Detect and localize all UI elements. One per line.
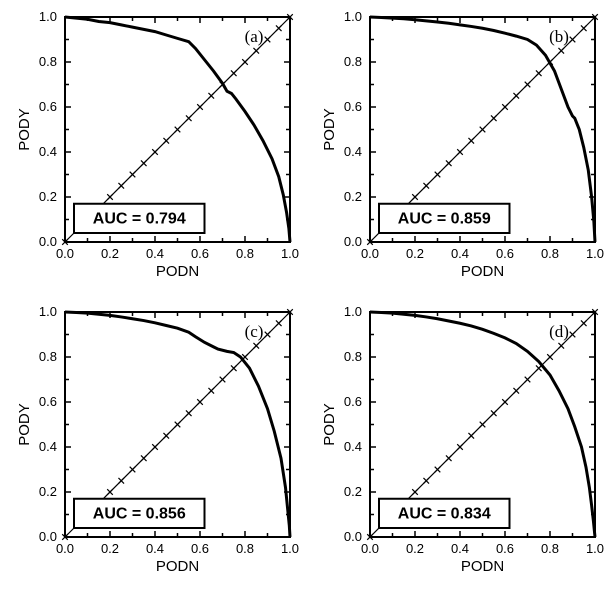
y-tick-label: 0.2 — [39, 484, 57, 499]
y-tick-label: 0.8 — [344, 54, 362, 69]
y-tick-label: 0.6 — [39, 394, 57, 409]
y-tick-label: 0.8 — [39, 54, 57, 69]
x-tick-label: 1.0 — [586, 246, 604, 261]
x-tick-label: 0.4 — [451, 541, 469, 556]
x-tick-label: 1.0 — [281, 246, 299, 261]
y-tick-label: 0.0 — [39, 529, 57, 544]
x-tick-label: 0.6 — [191, 246, 209, 261]
y-tick-label: 1.0 — [39, 9, 57, 24]
y-tick-label: 0.6 — [344, 99, 362, 114]
y-axis-label: PODY — [321, 403, 338, 446]
y-tick-label: 0.0 — [344, 529, 362, 544]
x-tick-label: 0.6 — [191, 541, 209, 556]
y-axis-label: PODY — [16, 403, 33, 446]
y-tick-label: 1.0 — [344, 9, 362, 24]
auc-label: AUC = 0.834 — [398, 505, 491, 522]
x-tick-label: 0.2 — [406, 246, 424, 261]
y-tick-label: 0.8 — [344, 349, 362, 364]
y-tick-label: 0.0 — [39, 234, 57, 249]
panel-tag: (c) — [245, 322, 264, 341]
y-axis-label: PODY — [321, 108, 338, 151]
x-tick-label: 0.8 — [236, 246, 254, 261]
auc-label: AUC = 0.859 — [398, 210, 491, 227]
y-tick-label: 0.2 — [344, 189, 362, 204]
x-tick-label: 0.2 — [101, 541, 119, 556]
panel-tag: (a) — [245, 27, 264, 46]
x-tick-label: 0.6 — [496, 541, 514, 556]
x-tick-label: 0.2 — [101, 246, 119, 261]
x-tick-label: 0.8 — [541, 541, 559, 556]
y-tick-label: 1.0 — [344, 304, 362, 319]
y-tick-label: 0.2 — [344, 484, 362, 499]
x-tick-label: 0.8 — [541, 246, 559, 261]
x-tick-label: 0.6 — [496, 246, 514, 261]
auc-label: AUC = 0.856 — [93, 505, 186, 522]
y-tick-label: 0.4 — [344, 144, 362, 159]
x-tick-label: 0.4 — [146, 246, 164, 261]
x-axis-label: PODN — [461, 263, 504, 280]
chart-panel: 0.00.0 0.2 0.2 0.4 0.4 0.6 0.6 0.8 0.8 1.0 1.0 PODN… — [315, 5, 615, 290]
x-tick-label: 0.8 — [236, 541, 254, 556]
y-tick-label: 1.0 — [39, 304, 57, 319]
y-tick-label: 0.8 — [39, 349, 57, 364]
y-tick-label: 0.4 — [39, 439, 57, 454]
x-tick-label: 0.0 — [56, 246, 74, 261]
y-axis-label: PODY — [16, 108, 33, 151]
x-tick-label: 0.0 — [56, 541, 74, 556]
chart-panel: 0.00.0 0.2 0.2 0.4 0.4 0.6 0.6 0.8 0.8 1.0 1.0 PODN… — [315, 300, 615, 585]
x-tick-label: 0.4 — [451, 246, 469, 261]
y-tick-label: 0.4 — [39, 144, 57, 159]
chart-panel: 0.00.0 0.2 0.2 0.4 0.4 0.6 0.6 0.8 0.8 1.0 1.0 PODN… — [10, 300, 310, 585]
chart-panel: 0.00.0 0.2 0.2 0.4 0.4 0.6 0.6 0.8 0.8 1.0 1.0 PODN… — [10, 5, 310, 290]
y-tick-label: 0.6 — [344, 394, 362, 409]
x-axis-label: PODN — [461, 558, 504, 575]
x-tick-label: 0.0 — [361, 541, 379, 556]
y-tick-label: 0.4 — [344, 439, 362, 454]
x-tick-label: 0.2 — [406, 541, 424, 556]
y-tick-label: 0.2 — [39, 189, 57, 204]
x-tick-label: 0.0 — [361, 246, 379, 261]
x-axis-label: PODN — [156, 558, 199, 575]
x-axis-label: PODN — [156, 263, 199, 280]
x-tick-label: 0.4 — [146, 541, 164, 556]
panel-tag: (d) — [549, 322, 569, 341]
x-tick-label: 1.0 — [586, 541, 604, 556]
auc-label: AUC = 0.794 — [93, 210, 186, 227]
y-tick-label: 0.6 — [39, 99, 57, 114]
panel-tag: (b) — [549, 27, 569, 46]
x-tick-label: 1.0 — [281, 541, 299, 556]
y-tick-label: 0.0 — [344, 234, 362, 249]
